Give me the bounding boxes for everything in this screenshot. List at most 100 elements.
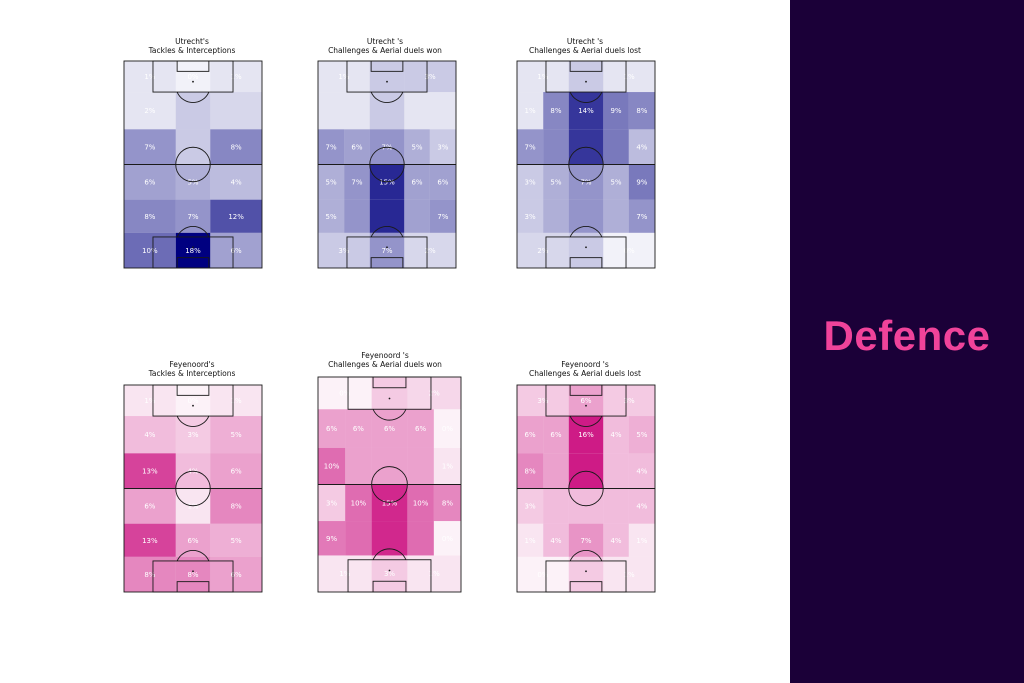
cell-value-label: 15%	[379, 179, 395, 187]
heatmap-cell	[210, 129, 262, 165]
penalty-spot-bottom	[192, 246, 194, 249]
heatmap-cell	[603, 488, 629, 524]
centre-circle	[568, 146, 604, 183]
cell-value-label: 1%	[338, 73, 349, 81]
pitch-markings	[516, 384, 656, 593]
heatmap-cell	[210, 232, 262, 268]
penalty-spot-bottom	[585, 246, 587, 249]
cell-value-label: 6%	[411, 179, 422, 187]
six-yard-box-top	[176, 60, 210, 72]
pitch-markings	[123, 384, 263, 593]
cell-value-label: 6%	[144, 179, 155, 187]
penalty-arc-bottom	[176, 226, 210, 238]
heatmap-cell	[175, 199, 211, 233]
cell-value-label: 14%	[578, 107, 594, 115]
heatmap-cell	[345, 447, 372, 485]
cell-value-label: 12%	[228, 213, 244, 221]
heatmap-cell	[517, 129, 544, 165]
cell-value-label: 6%	[384, 425, 395, 433]
heatmap-cell	[433, 409, 461, 448]
heatmap-cell	[433, 447, 461, 485]
cell-value-label: 7%	[437, 213, 448, 221]
heatmap-cell	[124, 385, 176, 417]
cell-value-label: 2%	[425, 247, 436, 255]
chart-title-line: Feyenoord 's	[361, 351, 409, 360]
heatmap-cell	[568, 199, 604, 233]
heatmap-cell	[175, 232, 211, 268]
centre-circle	[371, 466, 408, 503]
cell-value-label: 8%	[144, 213, 155, 221]
cell-value-label: 4%	[610, 431, 621, 439]
cell-value-label: 6%	[326, 425, 337, 433]
chart-subtitle-line: Challenges & Aerial duels won	[328, 45, 442, 55]
six-yard-box-top	[569, 384, 603, 396]
cell-value-label: 2%	[429, 390, 440, 398]
heatmap-cell	[603, 61, 655, 93]
heatmap-cell	[603, 199, 629, 233]
cell-value-label: 2%	[537, 247, 548, 255]
cell-value-label: 6%	[437, 179, 448, 187]
heatmap-cell	[318, 61, 370, 93]
heatmap-cell	[568, 523, 604, 557]
heatmap-cell	[543, 523, 569, 557]
chart-title-line: Utrecht 's	[366, 37, 404, 46]
heatmap-cell	[543, 92, 569, 130]
heatmap-cell	[517, 556, 569, 592]
heatmap-cell	[517, 385, 569, 417]
heatmap-cell	[628, 199, 655, 233]
heatmap-cell	[433, 521, 461, 556]
cell-value-label: 8%	[231, 143, 242, 151]
cell-value-label: 7%	[636, 213, 647, 221]
chart-title-line: Feyenoord 's	[561, 360, 609, 369]
cell-value-label: 3%	[338, 247, 349, 255]
cell-value-label: 7%	[351, 179, 362, 187]
chart-title-feyenoord-duels-won: Feyenoord 's Challenges & Aerial duels w…	[305, 351, 465, 369]
heatmap-cell	[429, 164, 456, 200]
cell-value-label: 1%	[231, 397, 242, 405]
heatmap-cell	[517, 416, 544, 454]
cell-value-label: 8%	[442, 499, 453, 507]
heatmap-cell	[318, 409, 346, 448]
heatmap-cell	[318, 92, 370, 130]
pitch-heatmap-feyenoord-duels-lost: 3% 6% 3% 6% 6% 16% 4% 5% 8% 4% 3% 4% 1% 4% 7% 4% 1% 0% 1%	[516, 384, 656, 593]
heatmap-cell	[517, 164, 544, 200]
cell-value-label: 1%	[537, 73, 548, 81]
heatmap-cell	[369, 61, 405, 93]
heatmap-cell	[517, 523, 544, 557]
heatmap-cell	[628, 453, 655, 489]
cell-value-label: 6%	[550, 431, 561, 439]
heatmap-cell	[318, 555, 372, 592]
heatmap-cell	[603, 453, 629, 489]
six-yard-box-bottom	[372, 580, 407, 593]
heatmap-cell	[210, 488, 262, 524]
heatmap-cell	[543, 129, 569, 165]
heatmap-cell	[568, 385, 604, 417]
cell-value-label: 8%	[144, 571, 155, 579]
heatmap-cell	[369, 199, 405, 233]
cell-value-label: 5%	[636, 431, 647, 439]
pitch-heatmap-utrecht-tackles: 1% 0% 1% 2% 7% 8% 6% 5% 4% 8% 7% 12% 10% 18% 6%	[123, 60, 263, 269]
heatmap-cell	[344, 129, 370, 165]
heatmap-cell	[603, 385, 655, 417]
heatmap-cell	[628, 92, 655, 130]
heatmap-cell	[404, 61, 456, 93]
heatmap-cell	[344, 199, 370, 233]
heatmap-cell	[568, 232, 604, 268]
heatmap-cell	[603, 92, 629, 130]
cell-value-label: 8%	[636, 107, 647, 115]
heatmap-cell	[407, 447, 434, 485]
heatmap-cell	[404, 232, 456, 268]
chart-title-utrecht-duels-won: Utrecht 's Challenges & Aerial duels won	[305, 37, 465, 55]
heatmap-cell	[628, 129, 655, 165]
cell-value-label: 7%	[144, 143, 155, 151]
cell-value-label: 6%	[231, 467, 242, 475]
cell-value-label: 6%	[187, 537, 198, 545]
cell-value-label: 3%	[187, 431, 198, 439]
heatmap-cell	[345, 409, 372, 448]
penalty-spot-top	[388, 397, 391, 400]
cell-value-label: 7%	[580, 179, 591, 187]
penalty-spot-top	[192, 404, 194, 407]
heatmap-cell	[371, 521, 408, 556]
heatmap-cell	[175, 61, 211, 93]
cell-value-label: 4%	[636, 467, 647, 475]
